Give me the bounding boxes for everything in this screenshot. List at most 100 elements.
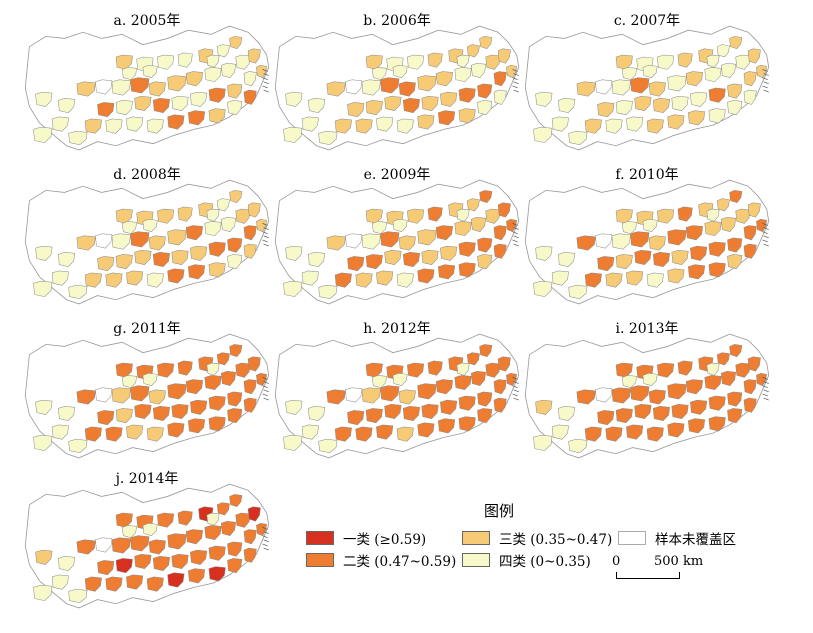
city-region bbox=[152, 406, 170, 422]
city-region bbox=[667, 383, 687, 400]
city-region bbox=[708, 416, 726, 432]
legend-swatch-class-4 bbox=[462, 553, 490, 567]
city-region bbox=[648, 389, 666, 405]
city-region bbox=[687, 418, 706, 434]
city-region bbox=[597, 410, 615, 426]
city-region bbox=[247, 48, 261, 64]
coast-island bbox=[513, 235, 519, 239]
city-region bbox=[466, 44, 480, 58]
city-region bbox=[285, 399, 303, 415]
city-region bbox=[427, 52, 443, 68]
map-panel-title: j. 2014年 bbox=[115, 471, 179, 487]
city-region bbox=[33, 434, 53, 451]
city-region bbox=[743, 225, 757, 241]
map-panel-2011: g. 2011年 bbox=[22, 316, 272, 466]
coast-island bbox=[512, 393, 518, 397]
city-region bbox=[208, 545, 226, 561]
city-region bbox=[190, 245, 208, 261]
coast-island bbox=[762, 69, 768, 72]
city-region bbox=[396, 118, 414, 134]
city-region bbox=[334, 426, 352, 442]
city-region bbox=[756, 219, 767, 232]
city-region bbox=[398, 235, 416, 251]
city-region bbox=[646, 426, 664, 442]
scale-label-zero: 0 bbox=[612, 554, 621, 569]
city-region bbox=[227, 391, 243, 407]
city-region bbox=[747, 48, 761, 64]
city-region bbox=[615, 408, 633, 424]
city-region bbox=[326, 389, 346, 405]
city-region bbox=[235, 362, 251, 378]
city-region bbox=[454, 221, 472, 237]
coast-island bbox=[262, 543, 268, 547]
city-region bbox=[584, 272, 602, 288]
city-region bbox=[435, 71, 454, 87]
city-region bbox=[729, 36, 743, 50]
city-region bbox=[621, 375, 637, 389]
map-panel-2009: e. 2009年 bbox=[272, 162, 522, 312]
city-region bbox=[167, 114, 185, 130]
city-region bbox=[318, 439, 338, 453]
city-region bbox=[690, 245, 708, 261]
coast-island bbox=[762, 377, 768, 380]
city-region bbox=[235, 512, 251, 528]
city-region bbox=[190, 549, 208, 565]
city-region bbox=[417, 229, 437, 246]
city-region bbox=[227, 408, 243, 424]
city-region bbox=[229, 190, 243, 204]
scale-label-distance: 500 km bbox=[654, 554, 704, 569]
city-region bbox=[326, 81, 346, 97]
city-region bbox=[708, 87, 726, 103]
city-region bbox=[497, 202, 511, 218]
city-region bbox=[657, 362, 675, 378]
city-region bbox=[535, 91, 553, 107]
city-region bbox=[392, 373, 408, 386]
city-region bbox=[584, 118, 602, 134]
city-region bbox=[477, 391, 493, 407]
city-region bbox=[479, 190, 493, 204]
coast-island bbox=[262, 239, 268, 243]
city-region bbox=[576, 81, 596, 97]
city-region bbox=[134, 403, 152, 419]
map-panel-2014: j. 2014年 bbox=[22, 466, 272, 616]
city-region bbox=[466, 352, 480, 366]
coast-island bbox=[763, 243, 769, 247]
city-region bbox=[95, 233, 113, 249]
coast-island bbox=[762, 393, 768, 397]
city-region bbox=[630, 231, 650, 248]
coast-island bbox=[512, 239, 518, 243]
city-region bbox=[576, 389, 596, 405]
city-region bbox=[229, 36, 243, 50]
legend-swatch-class-1 bbox=[306, 531, 334, 545]
city-region bbox=[634, 95, 652, 111]
city-region bbox=[471, 370, 487, 386]
city-region bbox=[216, 502, 230, 516]
coast-island bbox=[263, 531, 269, 534]
city-region bbox=[185, 225, 204, 241]
city-region bbox=[611, 233, 631, 250]
city-region bbox=[146, 576, 164, 592]
coast-island bbox=[763, 397, 769, 401]
city-region bbox=[206, 54, 220, 68]
city-region bbox=[396, 426, 414, 442]
city-region bbox=[652, 98, 670, 114]
coast-island bbox=[762, 223, 768, 226]
city-region bbox=[704, 67, 722, 83]
city-region bbox=[677, 360, 693, 376]
city-region bbox=[716, 44, 730, 58]
city-region bbox=[458, 241, 476, 257]
city-region bbox=[208, 108, 226, 124]
city-region bbox=[743, 71, 757, 87]
city-region bbox=[634, 403, 652, 419]
coast-island bbox=[513, 227, 519, 230]
choropleth-map bbox=[24, 179, 270, 305]
city-region bbox=[247, 356, 261, 372]
coast-island bbox=[762, 85, 768, 89]
city-region bbox=[256, 65, 267, 78]
city-region bbox=[111, 79, 131, 96]
city-region bbox=[365, 208, 383, 224]
city-region bbox=[283, 126, 303, 143]
city-region bbox=[167, 268, 185, 284]
city-region bbox=[716, 198, 730, 212]
city-region bbox=[115, 558, 133, 574]
